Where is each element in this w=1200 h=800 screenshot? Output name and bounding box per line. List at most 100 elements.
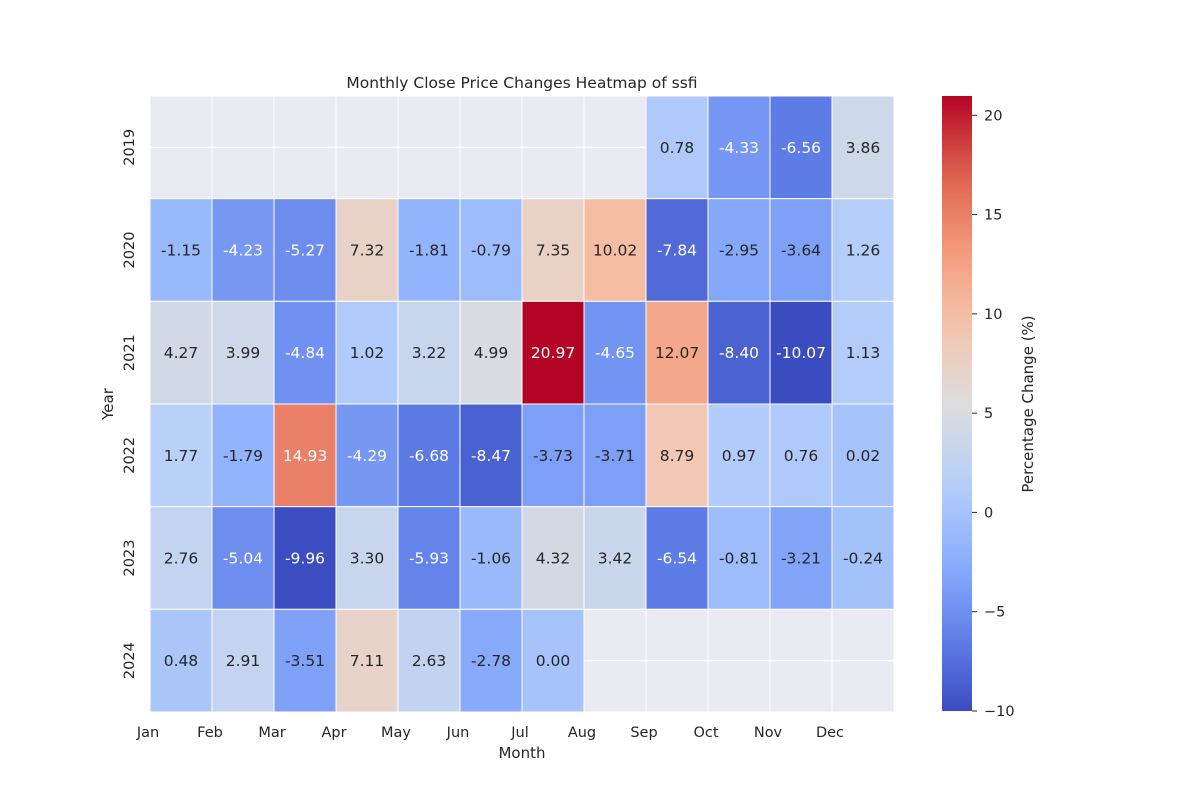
- x-tick-label: Dec: [816, 725, 844, 741]
- colorbar: [942, 96, 972, 711]
- heatmap-cell-label: -1.15: [161, 242, 201, 260]
- heatmap-cell-label: -7.84: [657, 242, 697, 260]
- heatmap-cell: [273, 403, 337, 508]
- heatmap-cell: [335, 198, 399, 302]
- x-tick-label: Apr: [321, 725, 346, 741]
- heatmap-cell: [707, 198, 771, 302]
- heatmap-cell-label: 14.93: [283, 447, 327, 465]
- x-tick-label: Aug: [568, 725, 596, 741]
- heatmap-cell-label: -1.06: [471, 550, 511, 568]
- heatmap-cell: [707, 95, 771, 200]
- heatmap-cell-label: -8.40: [719, 344, 759, 362]
- heatmap-cell-label: 3.86: [846, 139, 881, 157]
- heatmap-cell: [149, 608, 213, 713]
- heatmap-cell-label: -8.47: [471, 447, 511, 465]
- y-axis-tick-labels: 2019 2020 2021 2022 2023 2024: [122, 129, 138, 679]
- heatmap-cell-label: 3.42: [598, 550, 633, 568]
- heatmap-cell-label: -2.78: [471, 652, 511, 670]
- heatmap-cell-label: -4.23: [223, 242, 263, 260]
- heatmap-cell-label: 1.26: [846, 242, 881, 260]
- heatmap-cell-label: 1.02: [350, 344, 385, 362]
- heatmap-cell: [149, 506, 213, 610]
- heatmap-cell-label: 0.76: [784, 447, 819, 465]
- heatmap-cell-label: -10.07: [776, 344, 826, 362]
- heatmap-cell-label: 7.11: [350, 652, 385, 670]
- x-tick-label: May: [381, 725, 411, 741]
- x-tick-label: Jul: [510, 725, 529, 741]
- heatmap-cell: [583, 506, 647, 610]
- heatmap-cell-label: 20.97: [531, 344, 575, 362]
- heatmap-cell: [211, 403, 275, 508]
- colorbar-tick-label: 20: [984, 108, 1002, 124]
- heatmap-cell: [831, 198, 895, 302]
- heatmap-cell-label: -2.95: [719, 242, 759, 260]
- heatmap-cell-label: -4.65: [595, 344, 635, 362]
- heatmap-cell-label: -3.51: [285, 652, 325, 670]
- heatmap-cell: [831, 403, 895, 508]
- heatmap-cell-label: -4.84: [285, 344, 325, 362]
- heatmap-cell: [769, 198, 833, 302]
- heatmap-cell: [459, 403, 523, 508]
- x-tick-label: Jan: [136, 725, 159, 741]
- x-tick-label: Nov: [754, 725, 783, 741]
- heatmap-cell: [583, 198, 647, 302]
- heatmap-cell-label: -1.81: [409, 242, 449, 260]
- heatmap-cell: [397, 198, 461, 302]
- y-tick-label: 2019: [122, 129, 138, 166]
- heatmap-cell-label: 3.30: [350, 550, 385, 568]
- heatmap-cell-label: -1.79: [223, 447, 263, 465]
- heatmap-cell-label: 0.48: [164, 652, 199, 670]
- x-tick-label: Mar: [258, 725, 285, 741]
- heatmap-cell: [335, 608, 399, 713]
- heatmap-cell-label: 2.63: [412, 652, 447, 670]
- heatmap-cell-label: -5.93: [409, 550, 449, 568]
- heatmap-cell-label: 4.99: [474, 344, 509, 362]
- heatmap-cell: [645, 198, 709, 302]
- heatmap-cell-label: 3.99: [226, 344, 261, 362]
- heatmap-cell: [273, 506, 337, 610]
- heatmap-cell-label: 4.27: [164, 344, 199, 362]
- heatmap-cell: [521, 506, 585, 610]
- heatmap-cell: [769, 506, 833, 610]
- heatmap-cell-label: 1.77: [164, 447, 199, 465]
- y-tick-label: 2021: [122, 334, 138, 371]
- colorbar-tick-label: −10: [984, 704, 1015, 720]
- missing-cell-gridlines: [150, 146, 894, 662]
- colorbar-tick-label: 15: [984, 208, 1002, 224]
- heatmap-cell-label: 10.02: [593, 242, 637, 260]
- heatmap-cell-label: -3.73: [533, 447, 573, 465]
- heatmap-cell: [273, 300, 337, 405]
- heatmap-cell-label: -9.96: [285, 550, 325, 568]
- heatmap-cell-label: -4.33: [719, 139, 759, 157]
- heatmap-cell-label: -0.24: [843, 550, 883, 568]
- y-axis-label: Year: [99, 387, 117, 421]
- heatmap-cell: [769, 403, 833, 508]
- x-tick-label: Sep: [630, 725, 657, 741]
- colorbar-tick-label: 10: [984, 307, 1002, 323]
- x-axis-tick-labels: Jan Feb Mar Apr May Jun Jul Aug Sep Oct Nov Dec: [136, 725, 844, 741]
- x-tick-label: Oct: [693, 725, 718, 741]
- heatmap-cell: [397, 506, 461, 610]
- heatmap-cell: [459, 608, 523, 713]
- colorbar-tick-label: −5: [984, 605, 1005, 621]
- heatmap-cell: [149, 198, 213, 302]
- heatmap-cell: [521, 300, 585, 405]
- heatmap-cell-label: -3.64: [781, 242, 821, 260]
- heatmap-cell-label: -4.29: [347, 447, 387, 465]
- y-tick-label: 2020: [122, 232, 138, 269]
- heatmap-cell-label: -5.04: [223, 550, 263, 568]
- colorbar-tick-label: 5: [984, 406, 993, 422]
- heatmap-cell: [831, 95, 895, 200]
- heatmap-cell: [335, 300, 399, 405]
- heatmap-cell-label: 0.00: [536, 652, 571, 670]
- heatmap-cell: [521, 198, 585, 302]
- y-tick-label: 2022: [122, 437, 138, 474]
- colorbar-ticks: −10 −5 0 5 10 15 20: [972, 108, 1015, 720]
- heatmap-cell-label: 8.79: [660, 447, 695, 465]
- heatmap-cell: [707, 403, 771, 508]
- heatmap-cells: [149, 95, 895, 713]
- heatmap-cell: [769, 300, 833, 405]
- heatmap-cell-label: 12.07: [655, 344, 699, 362]
- heatmap-cell: [211, 506, 275, 610]
